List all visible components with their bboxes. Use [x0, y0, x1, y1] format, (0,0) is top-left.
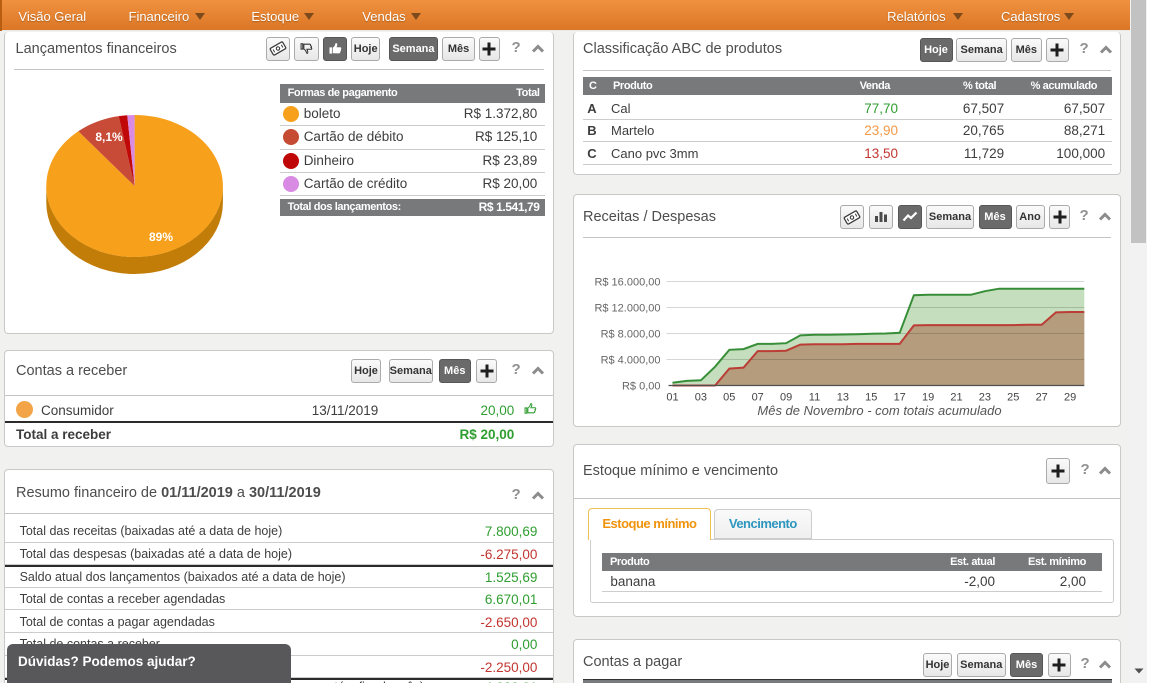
svg-text:R$ 4.000,00: R$ 4.000,00	[600, 354, 660, 366]
svg-text:11: 11	[808, 391, 819, 403]
svg-text:05: 05	[723, 391, 735, 403]
svg-text:21: 21	[950, 391, 962, 403]
svg-text:R$ 0,00: R$ 0,00	[621, 380, 660, 392]
svg-text:R$ 12.000,00: R$ 12.000,00	[594, 302, 660, 314]
svg-text:01: 01	[666, 391, 678, 403]
svg-text:R$ 16.000,00: R$ 16.000,00	[594, 276, 660, 288]
svg-text:27: 27	[1035, 391, 1047, 403]
svg-text:17: 17	[893, 391, 905, 403]
svg-text:89%: 89%	[149, 230, 173, 244]
svg-text:29: 29	[1063, 391, 1075, 403]
svg-text:13: 13	[836, 391, 848, 403]
svg-text:09: 09	[779, 391, 791, 403]
svg-text:19: 19	[921, 391, 933, 403]
svg-text:03: 03	[694, 391, 706, 403]
svg-text:8,1%: 8,1%	[95, 130, 123, 144]
svg-text:Mês de Novembro - com totais a: Mês de Novembro - com totais acumulado	[757, 403, 1001, 418]
svg-text:07: 07	[751, 391, 763, 403]
svg-text:23: 23	[978, 391, 990, 403]
svg-text:25: 25	[1007, 391, 1019, 403]
svg-text:15: 15	[865, 391, 877, 403]
svg-text:R$ 8.000,00: R$ 8.000,00	[600, 328, 660, 340]
